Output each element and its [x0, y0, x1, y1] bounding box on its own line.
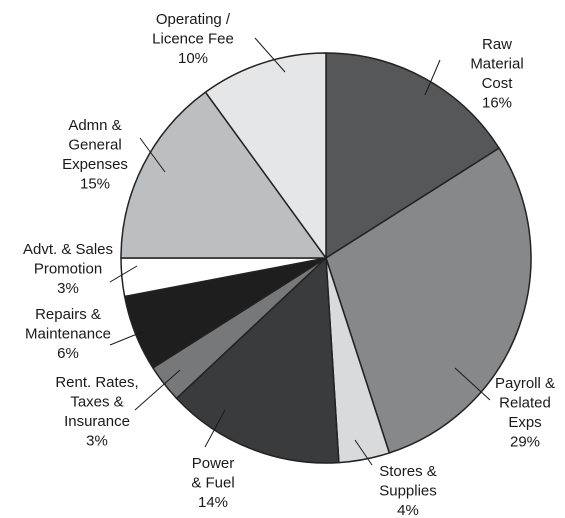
- pie-slice: [120, 91, 327, 259]
- leader-line: [454, 367, 491, 401]
- slice-label: Rent. Rates,: [55, 374, 138, 391]
- slice-label: & Fuel: [191, 474, 234, 491]
- pie-slice: [175, 257, 340, 464]
- slice-label: General: [68, 136, 121, 153]
- slice-value-label: 14%: [198, 494, 228, 511]
- slice-label: Payroll &: [495, 375, 555, 392]
- slice-value-label: 16%: [482, 94, 512, 111]
- leader-line: [354, 439, 373, 466]
- slice-label: Operating /: [156, 11, 231, 28]
- slice-label: Power: [192, 455, 235, 472]
- slice-label: Raw: [482, 36, 512, 53]
- slice-label: Licence Fee: [152, 30, 234, 47]
- slice-value-label: 6%: [57, 345, 79, 362]
- slice-label: Maintenance: [25, 325, 111, 342]
- leader-line: [204, 409, 226, 448]
- slice-label: Material: [470, 55, 523, 72]
- pie-slice: [325, 52, 500, 259]
- slice-value-label: 3%: [57, 280, 79, 297]
- slice-label: Related: [499, 394, 551, 411]
- slice-value-label: 29%: [510, 433, 540, 450]
- pie-slice: [204, 52, 327, 259]
- leader-line: [109, 265, 138, 283]
- slice-label: Advt. & Sales: [23, 241, 113, 258]
- slice-label: Admn &: [68, 117, 121, 134]
- slice-label: Taxes &: [70, 393, 123, 410]
- slice-value-label: 4%: [397, 502, 419, 518]
- slice-label: Cost: [482, 75, 514, 92]
- slice-label: Exps: [508, 414, 541, 431]
- slice-value-label: 15%: [80, 175, 110, 192]
- slice-value-label: 3%: [86, 432, 108, 449]
- leader-line: [134, 369, 181, 411]
- slice-label: Insurance: [64, 413, 130, 430]
- leader-line: [109, 331, 143, 346]
- slice-value-label: 10%: [178, 50, 208, 67]
- slice-label: Stores &: [379, 463, 437, 480]
- leader-line: [139, 137, 166, 173]
- leader-line: [254, 37, 286, 73]
- slice-label: Repairs &: [35, 306, 101, 323]
- slice-label: Promotion: [34, 260, 102, 277]
- pie-slice: [325, 147, 532, 454]
- slice-label: Expenses: [62, 156, 128, 173]
- slice-label: Supplies: [379, 482, 437, 499]
- leader-line: [424, 59, 441, 96]
